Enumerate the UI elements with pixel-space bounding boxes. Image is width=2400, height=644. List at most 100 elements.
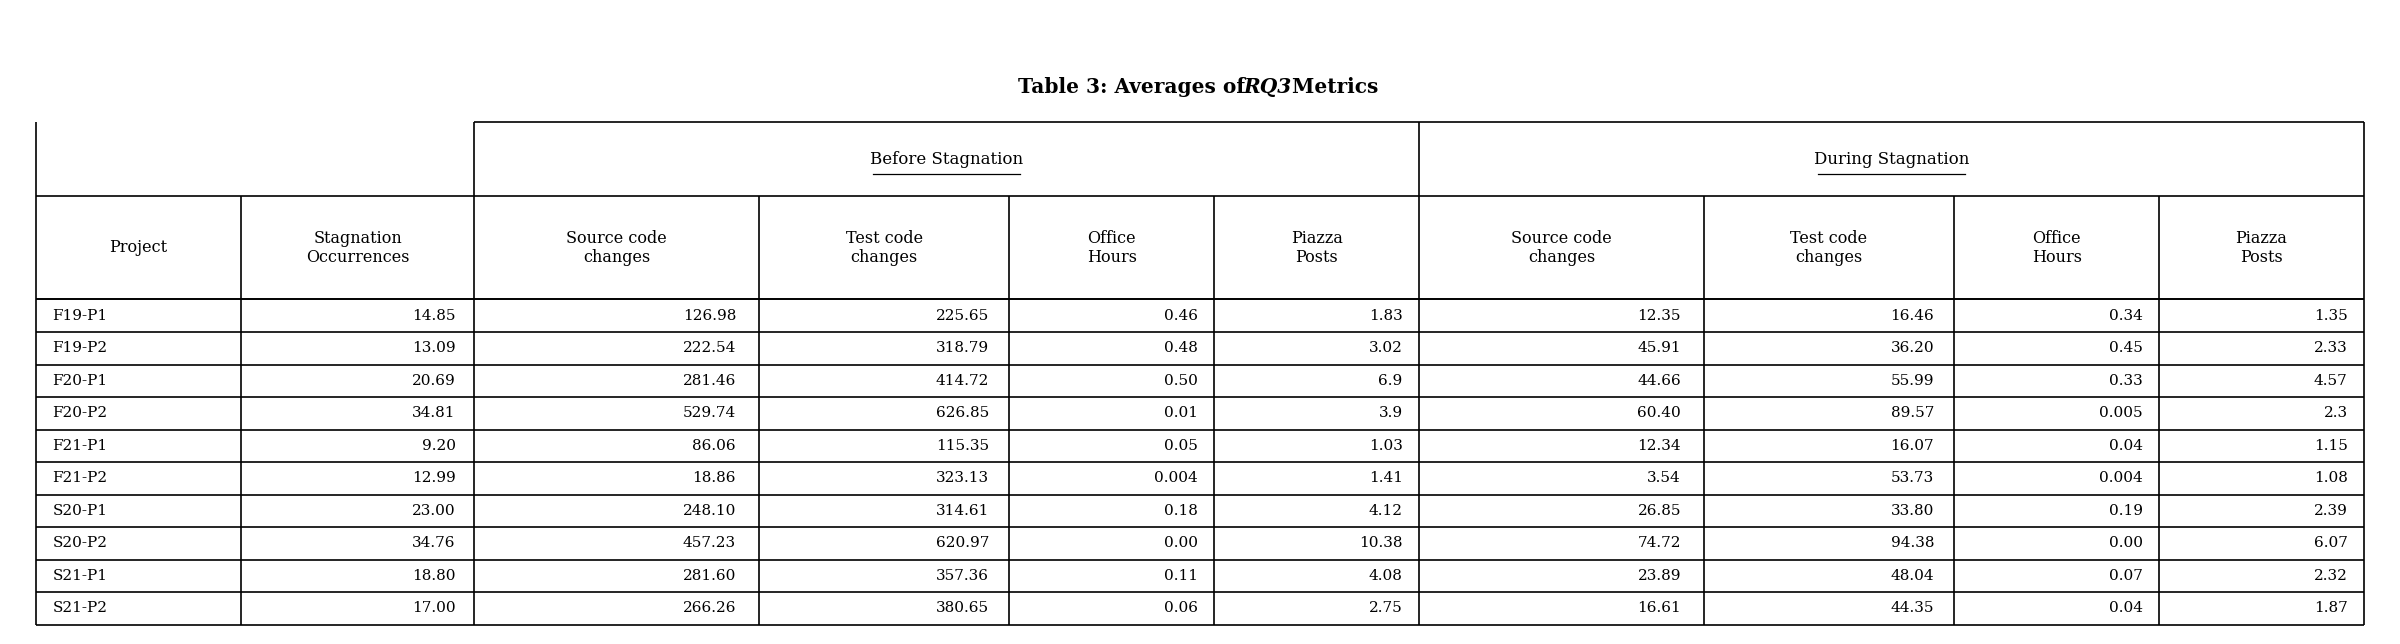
Text: 16.07: 16.07 xyxy=(1891,439,1934,453)
Text: S21-P2: S21-P2 xyxy=(53,601,108,616)
Text: 60.40: 60.40 xyxy=(1637,406,1680,421)
Text: 1.08: 1.08 xyxy=(2314,471,2347,486)
Text: 0.06: 0.06 xyxy=(1164,601,1198,616)
Text: 36.20: 36.20 xyxy=(1891,341,1934,355)
Text: 281.60: 281.60 xyxy=(682,569,737,583)
Text: F21-P2: F21-P2 xyxy=(53,471,108,486)
Text: 1.41: 1.41 xyxy=(1368,471,1402,486)
Text: 126.98: 126.98 xyxy=(682,308,737,323)
Text: 14.85: 14.85 xyxy=(413,308,456,323)
Text: 248.10: 248.10 xyxy=(682,504,737,518)
Text: Project: Project xyxy=(110,240,168,256)
Text: 10.38: 10.38 xyxy=(1358,536,1402,551)
Text: 414.72: 414.72 xyxy=(936,374,989,388)
Text: 13.09: 13.09 xyxy=(413,341,456,355)
Text: 4.57: 4.57 xyxy=(2314,374,2347,388)
Text: Office
Hours: Office Hours xyxy=(2033,230,2081,266)
Text: 20.69: 20.69 xyxy=(413,374,456,388)
Text: 0.18: 0.18 xyxy=(1164,504,1198,518)
Text: 12.99: 12.99 xyxy=(413,471,456,486)
Text: 357.36: 357.36 xyxy=(936,569,989,583)
Text: 18.80: 18.80 xyxy=(413,569,456,583)
Text: 2.75: 2.75 xyxy=(1368,601,1402,616)
Text: 0.004: 0.004 xyxy=(2100,471,2143,486)
Text: 3.9: 3.9 xyxy=(1378,406,1402,421)
Text: S20-P2: S20-P2 xyxy=(53,536,108,551)
Text: F20-P1: F20-P1 xyxy=(53,374,108,388)
Text: 26.85: 26.85 xyxy=(1637,504,1680,518)
Text: 0.46: 0.46 xyxy=(1164,308,1198,323)
Text: 1.87: 1.87 xyxy=(2314,601,2347,616)
Text: 18.86: 18.86 xyxy=(694,471,737,486)
Text: 380.65: 380.65 xyxy=(936,601,989,616)
Text: Metrics: Metrics xyxy=(1284,77,1378,97)
Text: Table 3: Averages of: Table 3: Averages of xyxy=(1018,77,1250,97)
Text: Stagnation
Occurrences: Stagnation Occurrences xyxy=(305,230,410,266)
Text: 89.57: 89.57 xyxy=(1891,406,1934,421)
Text: 1.83: 1.83 xyxy=(1368,308,1402,323)
Text: Test code
changes: Test code changes xyxy=(1790,230,1867,266)
Text: 44.66: 44.66 xyxy=(1637,374,1680,388)
Text: F21-P1: F21-P1 xyxy=(53,439,108,453)
Text: Before Stagnation: Before Stagnation xyxy=(871,151,1022,168)
Text: 0.48: 0.48 xyxy=(1164,341,1198,355)
Text: 0.005: 0.005 xyxy=(2100,406,2143,421)
Text: 3.54: 3.54 xyxy=(1646,471,1680,486)
Text: 4.08: 4.08 xyxy=(1368,569,1402,583)
Text: 0.33: 0.33 xyxy=(2110,374,2143,388)
Text: 0.34: 0.34 xyxy=(2110,308,2143,323)
Text: 626.85: 626.85 xyxy=(936,406,989,421)
Text: 0.01: 0.01 xyxy=(1164,406,1198,421)
Text: 53.73: 53.73 xyxy=(1891,471,1934,486)
Text: 0.11: 0.11 xyxy=(1164,569,1198,583)
Text: 1.15: 1.15 xyxy=(2314,439,2347,453)
Text: 0.00: 0.00 xyxy=(1164,536,1198,551)
Text: 45.91: 45.91 xyxy=(1637,341,1680,355)
Text: 0.07: 0.07 xyxy=(2110,569,2143,583)
Text: F19-P1: F19-P1 xyxy=(53,308,108,323)
Text: 2.32: 2.32 xyxy=(2314,569,2347,583)
Text: During Stagnation: During Stagnation xyxy=(1814,151,1970,168)
Text: Source code
changes: Source code changes xyxy=(566,230,667,266)
Text: 281.46: 281.46 xyxy=(682,374,737,388)
Text: 2.39: 2.39 xyxy=(2314,504,2347,518)
Text: 620.97: 620.97 xyxy=(936,536,989,551)
Text: 115.35: 115.35 xyxy=(936,439,989,453)
Text: Source code
changes: Source code changes xyxy=(1512,230,1613,266)
Text: Piazza
Posts: Piazza Posts xyxy=(1291,230,1342,266)
Text: 0.04: 0.04 xyxy=(2110,601,2143,616)
Text: 9.20: 9.20 xyxy=(422,439,456,453)
Text: 457.23: 457.23 xyxy=(684,536,737,551)
Text: 0.004: 0.004 xyxy=(1154,471,1198,486)
Text: S21-P1: S21-P1 xyxy=(53,569,108,583)
Text: S20-P1: S20-P1 xyxy=(53,504,108,518)
Text: 94.38: 94.38 xyxy=(1891,536,1934,551)
Text: 1.35: 1.35 xyxy=(2314,308,2347,323)
Text: 12.34: 12.34 xyxy=(1637,439,1680,453)
Text: 529.74: 529.74 xyxy=(684,406,737,421)
Text: 23.00: 23.00 xyxy=(413,504,456,518)
Text: 86.06: 86.06 xyxy=(694,439,737,453)
Text: 34.81: 34.81 xyxy=(413,406,456,421)
Text: 6.07: 6.07 xyxy=(2314,536,2347,551)
Text: 12.35: 12.35 xyxy=(1637,308,1680,323)
Text: F20-P2: F20-P2 xyxy=(53,406,108,421)
Text: 225.65: 225.65 xyxy=(936,308,989,323)
Text: 74.72: 74.72 xyxy=(1637,536,1680,551)
Text: 0.04: 0.04 xyxy=(2110,439,2143,453)
Text: 16.46: 16.46 xyxy=(1891,308,1934,323)
Text: 0.00: 0.00 xyxy=(2110,536,2143,551)
Text: 6.9: 6.9 xyxy=(1378,374,1402,388)
Text: 1.03: 1.03 xyxy=(1368,439,1402,453)
Text: 0.50: 0.50 xyxy=(1164,374,1198,388)
Text: 318.79: 318.79 xyxy=(936,341,989,355)
Text: Piazza
Posts: Piazza Posts xyxy=(2237,230,2287,266)
Text: 0.45: 0.45 xyxy=(2110,341,2143,355)
Text: 48.04: 48.04 xyxy=(1891,569,1934,583)
Text: Office
Hours: Office Hours xyxy=(1087,230,1138,266)
Text: 23.89: 23.89 xyxy=(1637,569,1680,583)
Text: 44.35: 44.35 xyxy=(1891,601,1934,616)
Text: F19-P2: F19-P2 xyxy=(53,341,108,355)
Text: 16.61: 16.61 xyxy=(1637,601,1680,616)
Text: Test code
changes: Test code changes xyxy=(845,230,922,266)
